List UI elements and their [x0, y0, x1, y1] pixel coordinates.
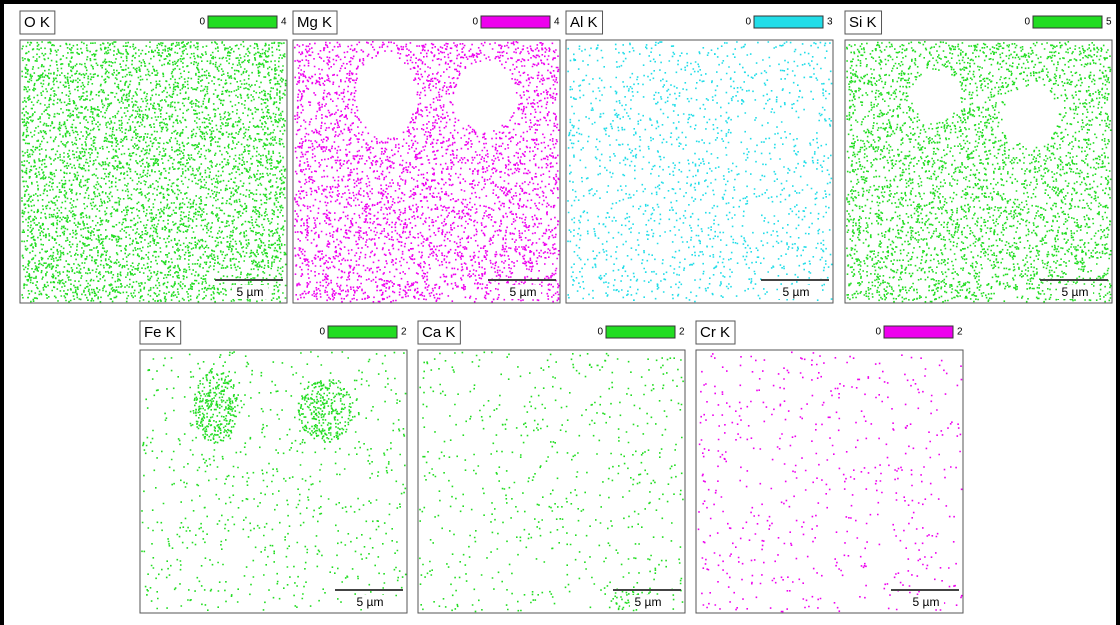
- colorbar: [1033, 16, 1102, 28]
- colorbar-min: 0: [597, 327, 603, 338]
- scale-bar-label: 5 µm: [510, 285, 537, 299]
- colorbar-max: 2: [401, 327, 407, 338]
- colorbar-max: 3: [827, 17, 833, 28]
- frame-left: [0, 0, 4, 625]
- colorbar: [208, 16, 277, 28]
- frame-right: [1116, 0, 1120, 625]
- colorbar-max: 2: [679, 327, 685, 338]
- element-label: Ca K: [422, 324, 455, 341]
- colorbar: [328, 326, 397, 338]
- scale-bar-label: 5 µm: [1062, 285, 1089, 299]
- element-map-panel: Al K 0 3 5 µm: [566, 11, 833, 303]
- colorbar-min: 0: [875, 327, 881, 338]
- map-frame: [845, 40, 1112, 303]
- colorbar: [754, 16, 823, 28]
- scale-bar-label: 5 µm: [357, 595, 384, 609]
- colorbar-min: 0: [472, 17, 478, 28]
- colorbar-max: 2: [957, 327, 963, 338]
- element-map-panel: Cr K 0 2 5 µm: [696, 321, 963, 613]
- element-label: O K: [24, 14, 50, 31]
- element-map-panel: Fe K 0 2 5 µm: [140, 321, 407, 613]
- map-frame: [140, 350, 407, 613]
- map-frame: [696, 350, 963, 613]
- frame-top: [0, 0, 1120, 4]
- colorbar: [481, 16, 550, 28]
- element-map-panel: Mg K 0 4 5 µm: [293, 11, 560, 303]
- element-map-panel: O K 0 4 5 µm: [20, 11, 287, 303]
- element-label: Al K: [570, 14, 598, 31]
- colorbar-min: 0: [319, 327, 325, 338]
- map-frame: [418, 350, 685, 613]
- scale-bar-label: 5 µm: [913, 595, 940, 609]
- colorbar-max: 4: [281, 17, 287, 28]
- element-label: Mg K: [297, 14, 332, 31]
- map-frame: [566, 40, 833, 303]
- colorbar-min: 0: [1024, 17, 1030, 28]
- colorbar-min: 0: [745, 17, 751, 28]
- colorbar: [884, 326, 953, 338]
- scale-bar-label: 5 µm: [635, 595, 662, 609]
- colorbar-max: 4: [554, 17, 560, 28]
- colorbar-max: 5: [1106, 17, 1112, 28]
- element-label: Cr K: [700, 324, 730, 341]
- scale-bar-label: 5 µm: [783, 285, 810, 299]
- map-frame: [293, 40, 560, 303]
- scale-bar-label: 5 µm: [237, 285, 264, 299]
- element-map-panel: Ca K 0 2 5 µm: [418, 321, 685, 613]
- element-label: Si K: [849, 14, 877, 31]
- eds-map-figure: O K045 µmMg K045 µmAl K035 µmSi K055 µmF…: [0, 0, 1120, 625]
- colorbar: [606, 326, 675, 338]
- colorbar-min: 0: [199, 17, 205, 28]
- element-label: Fe K: [144, 324, 176, 341]
- element-map-panel: Si K 0 5 5 µm: [845, 11, 1112, 303]
